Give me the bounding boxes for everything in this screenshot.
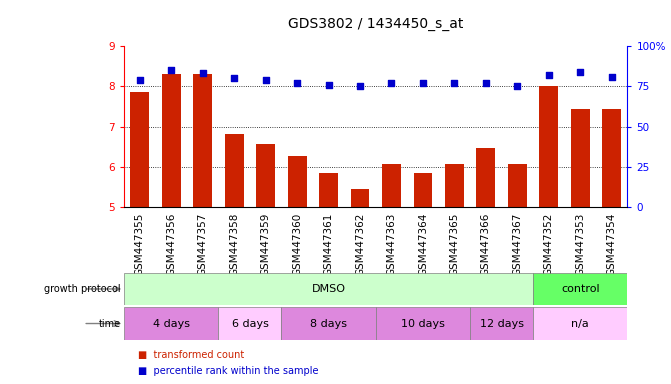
Bar bbox=[219, 307, 281, 340]
Text: GSM447362: GSM447362 bbox=[355, 212, 365, 276]
Point bbox=[292, 80, 303, 86]
Text: 6 days: 6 days bbox=[231, 318, 268, 329]
Bar bbox=[193, 74, 212, 207]
Bar bbox=[603, 109, 621, 207]
Point bbox=[575, 69, 586, 75]
Text: time: time bbox=[99, 318, 121, 329]
Point bbox=[544, 72, 554, 78]
Point bbox=[355, 83, 366, 89]
Text: GSM447367: GSM447367 bbox=[512, 212, 522, 276]
Text: GDS3802 / 1434450_s_at: GDS3802 / 1434450_s_at bbox=[288, 17, 464, 31]
Text: GSM447357: GSM447357 bbox=[198, 212, 208, 276]
Text: GSM447358: GSM447358 bbox=[229, 212, 240, 276]
Point bbox=[607, 74, 617, 80]
Point bbox=[229, 75, 240, 81]
Text: growth protocol: growth protocol bbox=[44, 284, 121, 294]
Bar bbox=[533, 307, 627, 340]
Text: 8 days: 8 days bbox=[310, 318, 347, 329]
Text: GSM447366: GSM447366 bbox=[481, 212, 491, 276]
Bar bbox=[376, 307, 470, 340]
Text: DMSO: DMSO bbox=[311, 284, 346, 294]
Point bbox=[323, 82, 334, 88]
Text: ■  percentile rank within the sample: ■ percentile rank within the sample bbox=[138, 366, 318, 376]
Text: GSM447354: GSM447354 bbox=[607, 212, 617, 276]
Text: 4 days: 4 days bbox=[153, 318, 190, 329]
Bar bbox=[539, 86, 558, 207]
Bar bbox=[319, 173, 338, 207]
Bar bbox=[281, 307, 376, 340]
Point bbox=[512, 83, 523, 89]
Text: GSM447355: GSM447355 bbox=[135, 212, 145, 276]
Point bbox=[449, 80, 460, 86]
Bar bbox=[225, 134, 244, 207]
Text: 10 days: 10 days bbox=[401, 318, 445, 329]
Text: GSM447359: GSM447359 bbox=[260, 212, 270, 276]
Point bbox=[197, 70, 208, 76]
Text: GSM447360: GSM447360 bbox=[292, 212, 302, 276]
Bar bbox=[162, 74, 180, 207]
Bar bbox=[382, 164, 401, 207]
Text: GSM447353: GSM447353 bbox=[575, 212, 585, 276]
Bar bbox=[533, 273, 627, 305]
Point bbox=[417, 80, 428, 86]
Text: control: control bbox=[561, 284, 599, 294]
Bar bbox=[413, 174, 432, 207]
Text: GSM447363: GSM447363 bbox=[386, 212, 397, 276]
Bar bbox=[445, 164, 464, 207]
Text: 12 days: 12 days bbox=[480, 318, 523, 329]
Text: n/a: n/a bbox=[571, 318, 589, 329]
Point bbox=[260, 77, 271, 83]
Bar bbox=[350, 189, 370, 207]
Text: ■  transformed count: ■ transformed count bbox=[138, 350, 244, 360]
Bar bbox=[508, 164, 527, 207]
Point bbox=[134, 77, 145, 83]
Text: GSM447356: GSM447356 bbox=[166, 212, 176, 276]
Point bbox=[166, 67, 176, 73]
Text: GSM447364: GSM447364 bbox=[418, 212, 428, 276]
Point bbox=[480, 80, 491, 86]
Point bbox=[386, 80, 397, 86]
Bar bbox=[124, 307, 219, 340]
Bar bbox=[256, 144, 275, 207]
Text: GSM447361: GSM447361 bbox=[323, 212, 333, 276]
Bar bbox=[124, 273, 533, 305]
Bar bbox=[476, 148, 495, 207]
Text: GSM447352: GSM447352 bbox=[544, 212, 554, 276]
Text: GSM447365: GSM447365 bbox=[450, 212, 460, 276]
Bar bbox=[571, 109, 590, 207]
Bar bbox=[470, 307, 533, 340]
Bar bbox=[288, 156, 307, 207]
Bar bbox=[130, 93, 149, 207]
